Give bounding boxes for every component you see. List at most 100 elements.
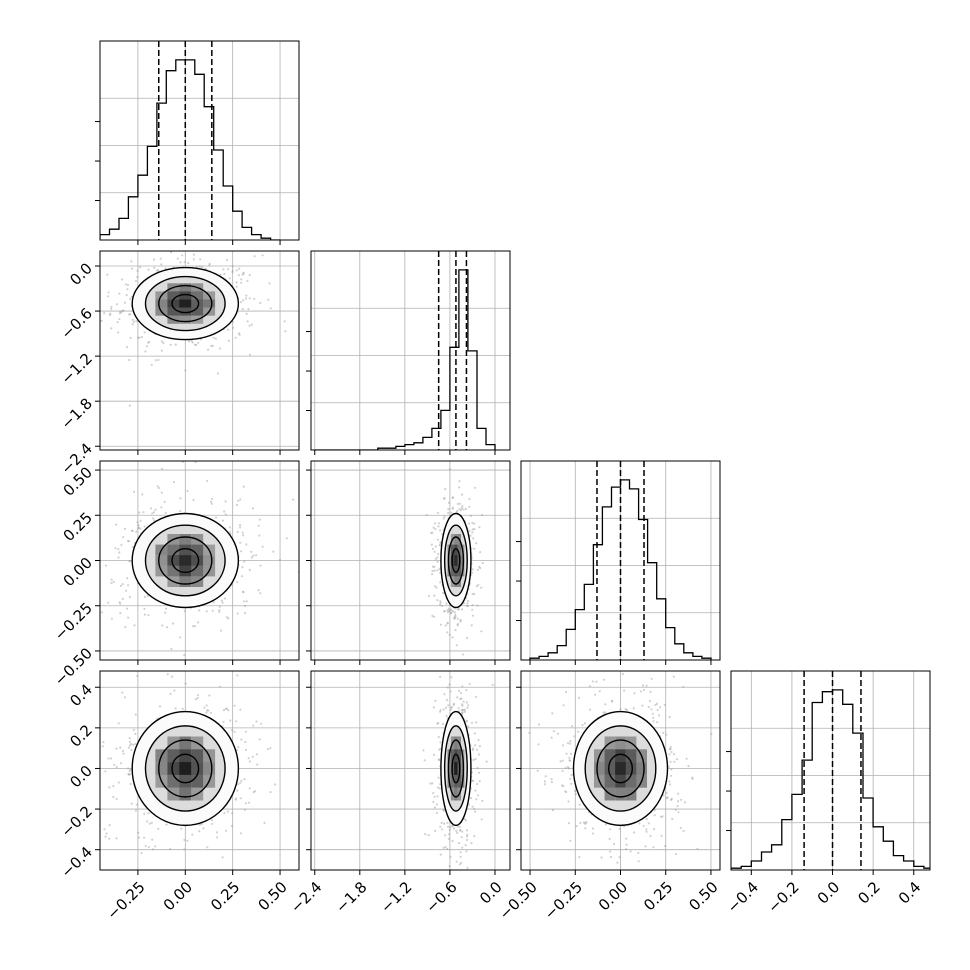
x-tick-label-3: 0.0	[814, 878, 844, 908]
scatter-point	[439, 675, 442, 678]
density-cell	[457, 565, 461, 577]
scatter-point	[244, 802, 247, 805]
scatter-point	[127, 767, 130, 770]
scatter-point	[146, 594, 149, 597]
scatter-point	[466, 636, 469, 640]
scatter-point	[153, 519, 156, 522]
density-cell	[454, 534, 458, 545]
scatter-point	[652, 716, 655, 720]
scatter-point	[449, 468, 452, 471]
scatter-point	[255, 554, 258, 557]
scatter-point	[151, 838, 154, 841]
scatter-point	[478, 771, 481, 774]
panel-frame-3-1	[310, 670, 511, 871]
scatter-point	[477, 738, 480, 742]
scatter-point	[240, 278, 243, 281]
scatter-point	[219, 273, 222, 276]
contour-line	[596, 739, 645, 798]
density-cell	[191, 307, 204, 316]
scatter-point	[461, 685, 464, 688]
scatter-point	[208, 262, 211, 265]
panel-frame-3-0	[99, 670, 300, 871]
scatter-point	[121, 597, 124, 601]
scatter-point	[431, 547, 435, 550]
density-cell	[179, 315, 192, 324]
scatter-point	[116, 321, 119, 324]
scatter-point	[138, 336, 141, 339]
scatter-point	[179, 261, 182, 264]
panel-frame-3-3	[730, 670, 931, 871]
scatter-point	[132, 728, 135, 732]
scatter-point	[117, 556, 120, 559]
x-tick-label-2: −0.25	[541, 878, 586, 923]
scatter-point	[469, 514, 473, 518]
scatter-point	[128, 540, 131, 543]
scatter-point	[445, 698, 448, 702]
scatter-point	[668, 753, 671, 756]
scatter-point	[432, 526, 435, 529]
scatter-point	[235, 281, 238, 284]
scatter-point	[677, 811, 680, 814]
scatter-point	[573, 735, 576, 738]
density-cell	[155, 555, 168, 566]
scatter-point	[165, 823, 168, 826]
scatter-point	[243, 612, 247, 615]
scatter-point	[476, 604, 479, 607]
scatter-point	[225, 616, 228, 619]
scatter-point	[123, 696, 127, 699]
scatter-point	[285, 537, 288, 540]
scatter-point	[658, 714, 661, 717]
density-cell	[604, 774, 616, 788]
scatter-point	[239, 541, 242, 544]
scatter-point	[131, 318, 134, 321]
y-tick-label-3: 0.0	[66, 762, 96, 792]
x-tick-label-2: −0.50	[496, 878, 541, 923]
scatter-point	[246, 320, 249, 323]
scatter-point	[170, 881, 172, 883]
scatter-point	[476, 766, 479, 770]
scatter-point	[228, 526, 231, 529]
scatter-point	[602, 711, 605, 714]
scatter-point	[218, 610, 221, 614]
scatter-point	[210, 497, 214, 501]
scatter-point	[257, 524, 260, 527]
scatter-point	[438, 567, 441, 571]
contour-line	[144, 725, 226, 812]
scatter-point	[113, 763, 116, 766]
scatter-point	[136, 521, 139, 524]
scatter-point	[223, 272, 226, 276]
scatter-point	[186, 839, 189, 842]
scatter-point	[128, 744, 132, 747]
scatter-point	[437, 522, 441, 525]
scatter-point	[665, 791, 668, 795]
scatter-point	[431, 782, 434, 785]
scatter-point	[233, 730, 236, 733]
scatter-point	[146, 820, 149, 823]
scatter-point	[443, 610, 446, 613]
scatter-point	[241, 566, 244, 569]
scatter-point	[252, 554, 255, 557]
scatter-point	[629, 875, 631, 877]
contour-line	[144, 524, 226, 597]
scatter-point	[654, 703, 657, 707]
scatter-point	[619, 708, 622, 711]
scatter-point	[266, 748, 269, 751]
scatter-point	[214, 337, 217, 340]
scatter-point	[263, 821, 266, 825]
scatter-point	[127, 584, 130, 587]
scatter-point	[105, 832, 108, 835]
scatter-point	[477, 753, 481, 756]
scatter-point	[618, 827, 621, 831]
x-tick-label-0: −0.25	[103, 878, 148, 923]
x-tick-label-0: 0.50	[254, 878, 290, 914]
scatter-point	[130, 260, 133, 263]
scatter-point	[248, 324, 251, 327]
scatter-point	[150, 821, 153, 825]
scatter-point	[131, 323, 134, 326]
scatter-point	[567, 822, 571, 825]
scatter-point	[250, 556, 253, 559]
scatter-point	[485, 760, 488, 763]
scatter-point	[432, 792, 435, 795]
scatter-point	[645, 828, 648, 831]
scatter-point	[676, 805, 679, 808]
